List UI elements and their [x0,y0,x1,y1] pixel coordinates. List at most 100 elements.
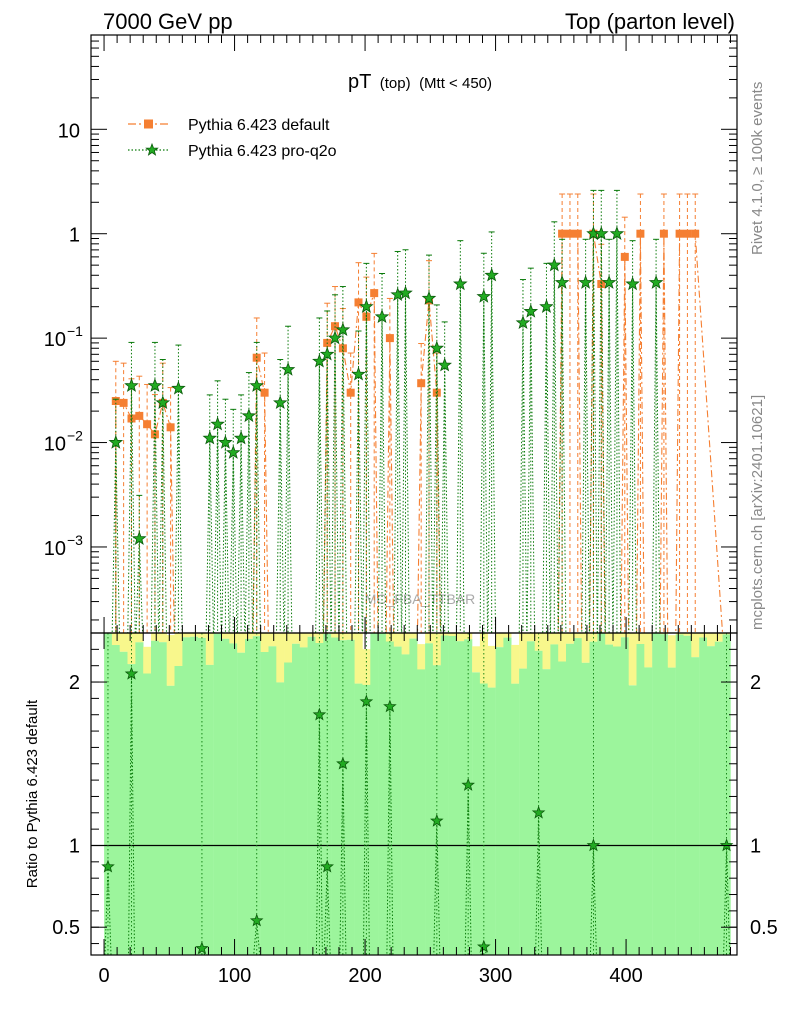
series-default-marker [261,389,269,397]
ratio-band-green [668,668,676,955]
series-default-marker [135,412,143,420]
legend-marker-default [144,120,153,129]
ratio-band-yellow [229,633,237,643]
ratio-band-green [472,672,480,955]
ratio-band-green [175,666,183,955]
xtick-label: 100 [218,965,251,987]
ratio-band-yellow [409,633,417,639]
ratio-band-yellow [222,633,230,639]
series-default-marker [683,230,691,238]
ratio-band-yellow [206,633,214,665]
xtick-label: 400 [609,965,642,987]
ratio-band-green [558,662,566,956]
ratio-ytick-label: 1 [69,835,80,857]
ratio-ytick-label-right: 1 [750,835,761,857]
header-left: 7000 GeV pp [103,9,233,34]
ratio-band-green [229,643,237,955]
ratio-band-green [135,642,143,955]
ratio-band-yellow [363,649,371,685]
ratio-band-yellow [425,633,433,643]
ratio-band-green [425,643,433,955]
series-default-marker [566,230,574,238]
mcplots-label: mcplots.cern.ch [arXiv:2401.10621] [749,395,766,630]
ratio-band-yellow [637,633,645,644]
ratio-band-yellow [715,633,723,642]
main-ytick-label: 10 [44,538,66,560]
series-default-marker [636,230,644,238]
ratio-band-green [159,642,167,955]
ratio-band-green [394,647,402,955]
chart-title-main: pT [348,71,371,93]
ratio-band-yellow [300,633,308,647]
series-default-marker [417,379,425,387]
ratio-band-yellow [527,633,535,641]
ratio-band-green [488,688,496,955]
ratio-band-green [715,642,723,955]
ratio-band-green [629,685,637,955]
main-ytick-label-base: 10 [44,538,66,560]
series-default-marker [660,230,668,238]
ratio-band-yellow [456,633,464,641]
ratio-band-green [331,638,339,956]
ratio-ytick-label: 0.5 [52,917,80,939]
ratio-band-yellow [394,633,402,647]
ratio-band-yellow [550,633,558,644]
ratio-band-yellow [143,647,151,674]
ratio-band-yellow [566,633,574,644]
ratio-band-green [167,686,175,955]
main-series-layer [110,190,724,653]
ratio-band-yellow [644,633,652,667]
ratio-band-yellow [331,633,339,638]
legend: Pythia 6.423 default Pythia 6.423 pro-q2… [128,117,337,160]
ratio-band-yellow [543,633,551,669]
ratio-band-green [691,657,699,955]
ratio-band-green [441,636,449,956]
ratio-band-yellow [269,633,277,646]
ratio-band-yellow [167,635,175,686]
ratio-band-green [112,645,120,955]
series-default-marker [691,230,699,238]
ratio-band-yellow [237,633,245,653]
ratio-band-yellow [284,633,292,663]
ratio-band-green [276,682,284,955]
ratio-band-yellow [245,633,253,639]
ratio-band-green [597,633,605,955]
ratio-band-green [237,653,245,955]
ratio-band-green [496,647,504,955]
series-default-marker [676,230,684,238]
ratio-band-yellow [503,633,511,638]
main-ytick-label-base: 10 [44,434,66,456]
ratio-uncertainty-bands [104,633,731,955]
ratio-band-green [417,669,425,955]
ratio-band-green [644,667,652,955]
ratio-band-green [269,646,277,955]
chart-title: pT (top) (Mtt < 450) [348,71,492,93]
ratio-band-yellow [558,633,566,662]
ratio-band-yellow [519,633,527,669]
ratio-band-yellow [621,633,629,637]
ratio-band-green [300,647,308,955]
legend-entry-default: Pythia 6.423 default [128,117,330,134]
ratio-band-green [449,636,457,955]
ratio-band-yellow [699,633,707,638]
main-ytick-label: 10 [44,434,66,456]
main-ytick-label: 10 [44,329,66,351]
ratio-band-green [574,638,582,955]
ratio-band-yellow [582,633,590,663]
series-default-marker [120,399,128,407]
ratio-band-yellow [261,633,269,652]
ratio-band-yellow [276,633,284,682]
ratio-band-green [707,646,715,955]
ratio-band-green [190,637,198,955]
ratio-band-green [402,654,410,955]
ratio-band-yellow [120,633,128,652]
ratio-band-yellow [112,633,120,645]
ratio-band-yellow [292,633,300,644]
ratio-band-green [245,639,253,955]
chart-title-cut: (Mtt < 450) [419,75,492,92]
series-default-marker [386,334,394,342]
ratio-band-green [519,669,527,955]
ratio-band-yellow [175,633,183,666]
main-ytick-label-base: 10 [44,329,66,351]
